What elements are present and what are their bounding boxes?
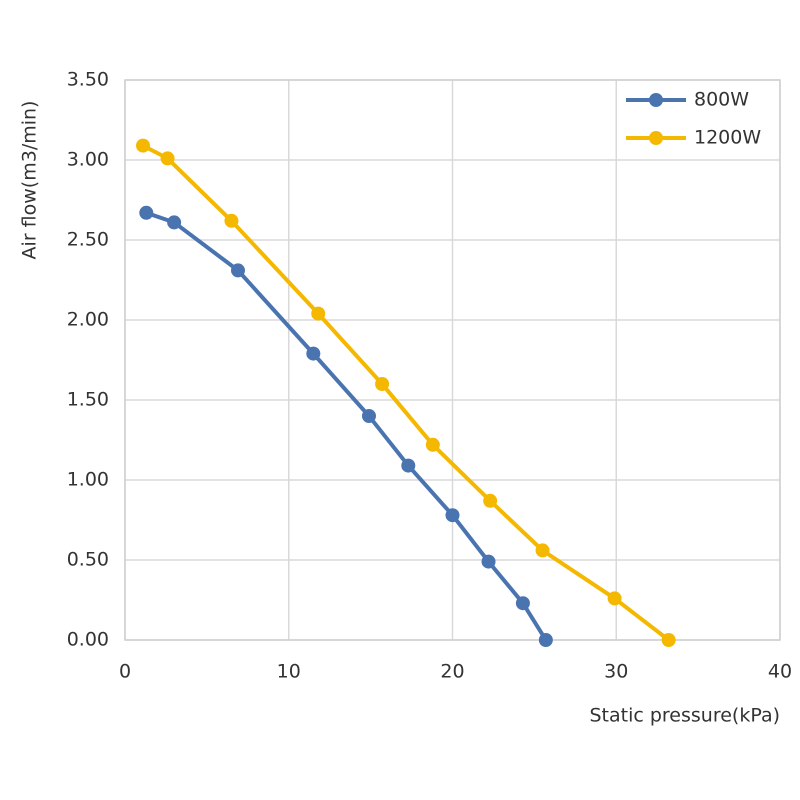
data-point [401,458,416,473]
data-point [306,346,321,361]
data-point [160,151,175,166]
data-point [375,377,390,391]
data-point [445,508,460,523]
x-tick-label: 20 [440,661,464,683]
y-tick-label: 2.50 [67,229,109,251]
plot-frame [124,79,781,641]
x-tick-label: 10 [277,661,301,683]
series-line [145,210,548,642]
y-tick-label: 1.50 [67,389,109,411]
data-point [136,138,151,153]
x-axis-label: Static pressure(kPa) [589,705,780,727]
data-point [481,554,496,569]
data-point [361,409,376,423]
data-point [535,543,550,558]
data-point [607,591,622,606]
data-point [425,437,440,452]
legend-marker [649,131,663,145]
legend-label: 800W [694,89,749,111]
y-tick-label: 0.00 [67,629,109,651]
y-tick-label: 3.00 [67,149,109,171]
y-tick-label: 2.00 [67,309,109,331]
x-tick-label: 30 [604,661,628,683]
legend-marker [649,93,663,107]
data-point [230,263,245,278]
y-tick-label: 3.50 [67,69,109,91]
data-point [167,215,182,230]
legend-label: 1200W [694,127,761,149]
data-point [661,633,676,647]
series-line [142,143,670,642]
y-axis-label: Air flow(m3/min) [19,101,41,260]
data-point [224,213,239,228]
data-point [483,493,498,508]
data-point [311,306,326,321]
y-tick-label: 0.50 [67,549,109,571]
y-tick-label: 1.00 [67,469,109,491]
data-point [538,633,553,647]
x-tick-label: 40 [768,661,792,683]
data-point [515,596,530,611]
x-tick-label: 0 [119,661,131,683]
data-point [139,205,154,220]
